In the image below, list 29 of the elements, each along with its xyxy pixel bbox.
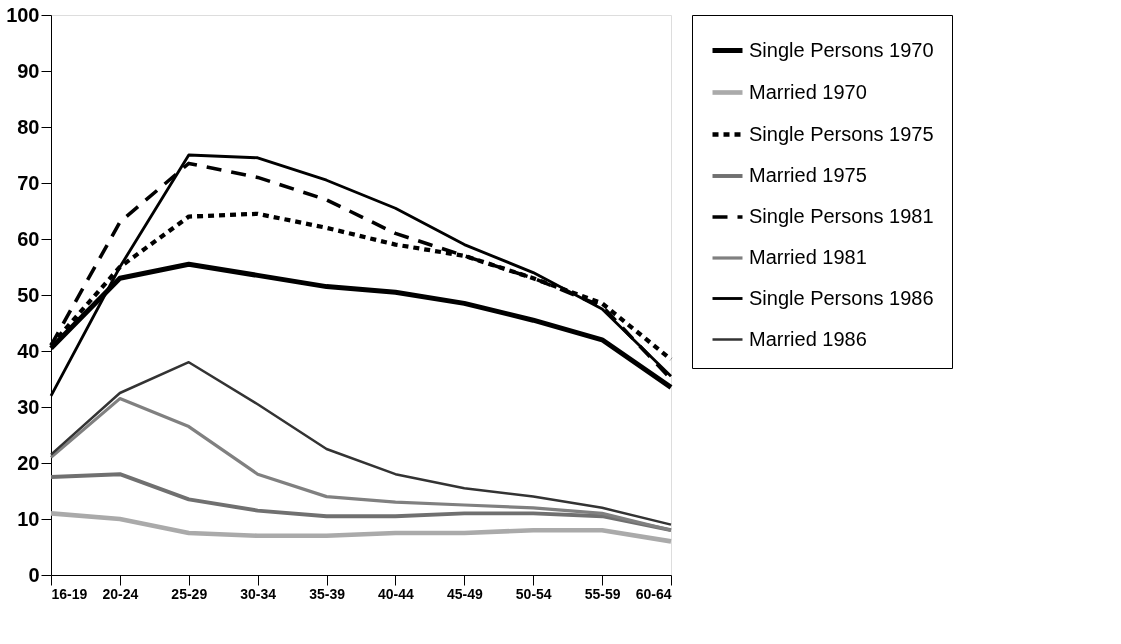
legend-label: Married 1981 [749, 246, 867, 268]
y-tick-label: 20 [17, 451, 40, 474]
y-tick-label: 40 [17, 339, 40, 362]
legend-label: Married 1986 [749, 327, 867, 350]
x-tick-label: 16-19 [51, 585, 88, 602]
y-tick-label: 10 [17, 507, 40, 530]
y-tick-label: 100 [6, 3, 40, 26]
y-tick-label: 0 [28, 563, 40, 586]
x-tick-label: 35-39 [309, 585, 346, 602]
legend-label: Single Persons 1970 [749, 38, 934, 61]
x-tick-label: 25-29 [171, 585, 208, 602]
y-tick-label: 60 [17, 227, 40, 250]
y-tick-label: 70 [17, 171, 40, 194]
y-tick-label: 30 [17, 395, 40, 418]
y-tick-label: 90 [17, 59, 40, 82]
legend-label: Single Persons 1975 [749, 122, 934, 145]
x-tick-label: 50-54 [515, 585, 552, 602]
x-tick-label: 20-24 [102, 585, 139, 602]
x-tick-label: 30-34 [240, 585, 277, 602]
x-tick-label: 55-59 [584, 585, 621, 602]
legend-label: Single Persons 1981 [749, 205, 934, 227]
legend-label: Single Persons 1986 [749, 286, 934, 309]
x-tick-label: 40-44 [378, 585, 415, 602]
legend-label: Married 1975 [749, 164, 867, 186]
x-tick-label: 60-64 [635, 585, 672, 602]
x-tick-label: 45-49 [446, 585, 483, 602]
y-tick-label: 50 [17, 283, 40, 306]
y-tick-label: 80 [17, 115, 40, 138]
legend-label: Married 1970 [749, 80, 867, 103]
